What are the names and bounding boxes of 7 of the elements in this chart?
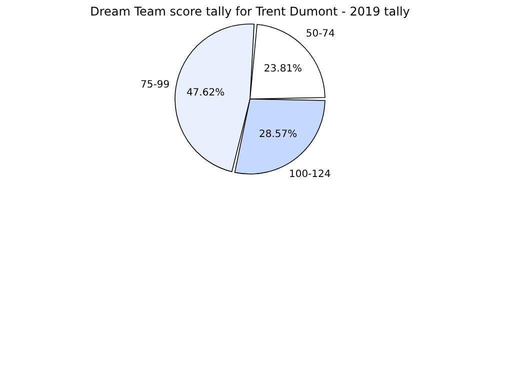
slice-label: 100-124 bbox=[288, 169, 331, 180]
data-label: 28.57% bbox=[258, 129, 298, 140]
slice-label: 75-99 bbox=[140, 80, 170, 91]
data-label: 23.81% bbox=[264, 63, 302, 74]
chart-title: Dream Team score tally for Trent Dumont - 2019 tally bbox=[90, 4, 410, 18]
slice-label: 50-74 bbox=[306, 28, 335, 40]
data-label: 47.62% bbox=[186, 87, 225, 98]
